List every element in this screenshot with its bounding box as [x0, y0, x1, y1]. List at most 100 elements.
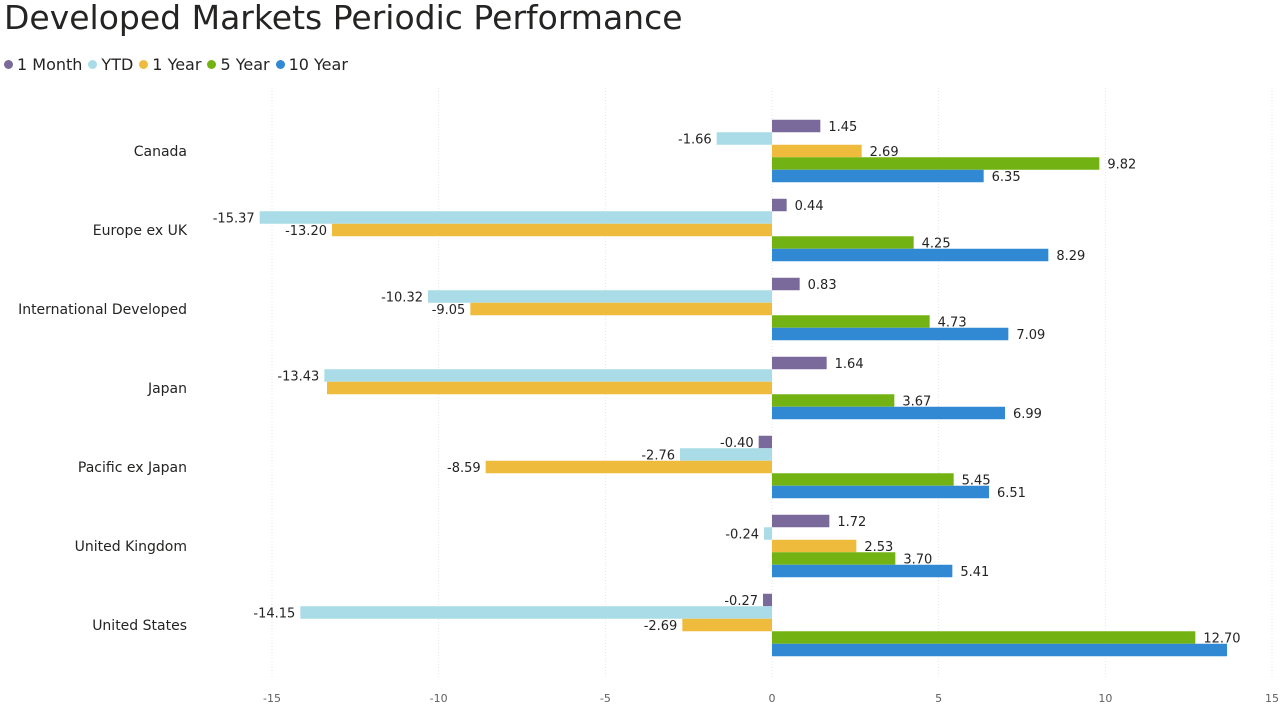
legend-item-10-year[interactable]: 10 Year — [275, 54, 348, 74]
data-label: -2.69 — [644, 619, 678, 634]
x-tick-label: -5 — [600, 692, 611, 705]
bar-5-year[interactable] — [772, 473, 954, 486]
data-label: 2.69 — [870, 145, 899, 160]
data-label: 5.45 — [962, 474, 991, 489]
bar-10-year[interactable] — [772, 564, 953, 578]
bar-10-year[interactable] — [772, 327, 1009, 341]
bar-ytd[interactable] — [680, 448, 772, 461]
data-label: 0.44 — [795, 199, 824, 214]
category-label: Europe ex UK — [93, 223, 188, 239]
data-label: -1.66 — [678, 133, 712, 148]
category-label: United States — [92, 618, 187, 634]
data-label: -9.05 — [432, 303, 466, 318]
data-label: -13.43 — [277, 370, 319, 385]
data-label: 5.41 — [960, 565, 989, 580]
data-label: -0.27 — [724, 594, 758, 609]
x-tick-label: 0 — [769, 692, 776, 705]
data-label: 6.35 — [992, 170, 1021, 185]
data-label: 4.25 — [922, 237, 951, 252]
bar-5-year[interactable] — [772, 394, 895, 407]
legend-label-ytd: YTD — [101, 54, 134, 74]
data-label: -2.76 — [641, 449, 675, 464]
bar-ytd[interactable] — [716, 132, 772, 145]
bar-5-year[interactable] — [772, 631, 1196, 644]
bar-10-year[interactable] — [772, 485, 989, 499]
data-label: 6.51 — [997, 486, 1026, 501]
bar-1-month[interactable] — [772, 119, 821, 133]
category-label: International Developed — [18, 302, 187, 318]
bar-5-year[interactable] — [772, 552, 896, 565]
bar-10-year[interactable] — [772, 248, 1049, 262]
legend-item-5-year[interactable]: 5 Year — [207, 54, 270, 74]
bar-ytd[interactable] — [428, 290, 772, 303]
bar-1-year[interactable] — [332, 223, 772, 237]
data-label: 0.83 — [808, 278, 837, 293]
x-tick-label: 15 — [1265, 692, 1279, 705]
bar-5-year[interactable] — [772, 236, 914, 249]
bar-1-year[interactable] — [327, 381, 772, 395]
bar-1-month[interactable] — [758, 435, 772, 449]
bar-1-month[interactable] — [763, 593, 772, 607]
bar-1-year[interactable] — [682, 618, 772, 632]
x-tick-label: -15 — [263, 692, 281, 705]
legend-dot-ytd — [88, 59, 98, 69]
bar-10-year[interactable] — [772, 406, 1005, 420]
legend-item-1-year[interactable]: 1 Year — [139, 55, 201, 74]
bar-1-month[interactable] — [772, 514, 830, 528]
category-label: United Kingdom — [75, 539, 187, 555]
bar-ytd[interactable] — [324, 369, 772, 382]
data-label: -0.24 — [725, 528, 759, 543]
data-label: 9.82 — [1107, 158, 1136, 173]
bar-10-year[interactable] — [772, 169, 984, 183]
category-label: Japan — [147, 381, 187, 397]
data-label: -15.37 — [213, 212, 255, 227]
bar-1-year[interactable] — [772, 144, 862, 158]
data-label: -0.40 — [720, 436, 754, 451]
legend-dot-1-month — [4, 59, 13, 69]
legend-item-1-month[interactable]: 1 Month — [4, 55, 82, 74]
bar-10-year[interactable] — [772, 643, 1227, 657]
bar-1-year[interactable] — [470, 302, 772, 316]
legend-dot-5-year — [207, 59, 217, 69]
data-label: 2.53 — [864, 540, 893, 555]
bar-1-month[interactable] — [772, 277, 800, 291]
legend-label-5-year: 5 Year — [220, 54, 270, 74]
x-tick-label: 5 — [935, 692, 942, 705]
legend-label-1-month: 1 Month — [17, 54, 83, 74]
legend-label-10-year: 10 Year — [288, 54, 348, 74]
bar-ytd[interactable] — [764, 527, 772, 540]
data-label: 1.72 — [837, 515, 866, 530]
x-tick-label: -10 — [430, 692, 448, 705]
legend-dot-10-year — [275, 59, 285, 69]
bar-ytd[interactable] — [300, 606, 772, 619]
data-label: 12.70 — [1203, 632, 1240, 647]
data-label: 7.09 — [1016, 328, 1045, 343]
data-label: -8.59 — [447, 461, 481, 476]
legend-item-ytd[interactable]: YTD — [88, 55, 133, 74]
x-tick-label: 10 — [1098, 692, 1112, 705]
category-label: Canada — [134, 144, 187, 160]
data-label: -10.32 — [381, 291, 423, 306]
legend-dot-1-year — [139, 59, 149, 69]
data-label: 4.73 — [938, 316, 967, 331]
chart-title: Developed Markets Periodic Performance — [4, 0, 683, 37]
bar-1-month[interactable] — [772, 198, 787, 212]
legend-label-1-year: 1 Year — [152, 54, 202, 74]
bar-ytd[interactable] — [259, 211, 773, 224]
data-label: 1.64 — [835, 357, 864, 372]
data-label: 1.45 — [828, 120, 857, 135]
bar-1-year[interactable] — [485, 460, 772, 474]
data-label: 8.29 — [1056, 249, 1085, 264]
bar-5-year[interactable] — [772, 157, 1100, 170]
category-label: Pacific ex Japan — [78, 460, 187, 476]
chart-legend: 1 Month YTD 1 Year 5 Year 10 Year — [4, 53, 354, 75]
bar-5-year[interactable] — [772, 315, 930, 328]
data-label: -13.20 — [285, 224, 327, 239]
bar-1-month[interactable] — [772, 356, 827, 370]
data-label: 3.70 — [903, 553, 932, 568]
data-label: -14.15 — [253, 607, 295, 622]
data-label: 3.67 — [902, 395, 931, 410]
bar-1-year[interactable] — [772, 539, 857, 553]
data-label: 6.99 — [1013, 407, 1042, 422]
